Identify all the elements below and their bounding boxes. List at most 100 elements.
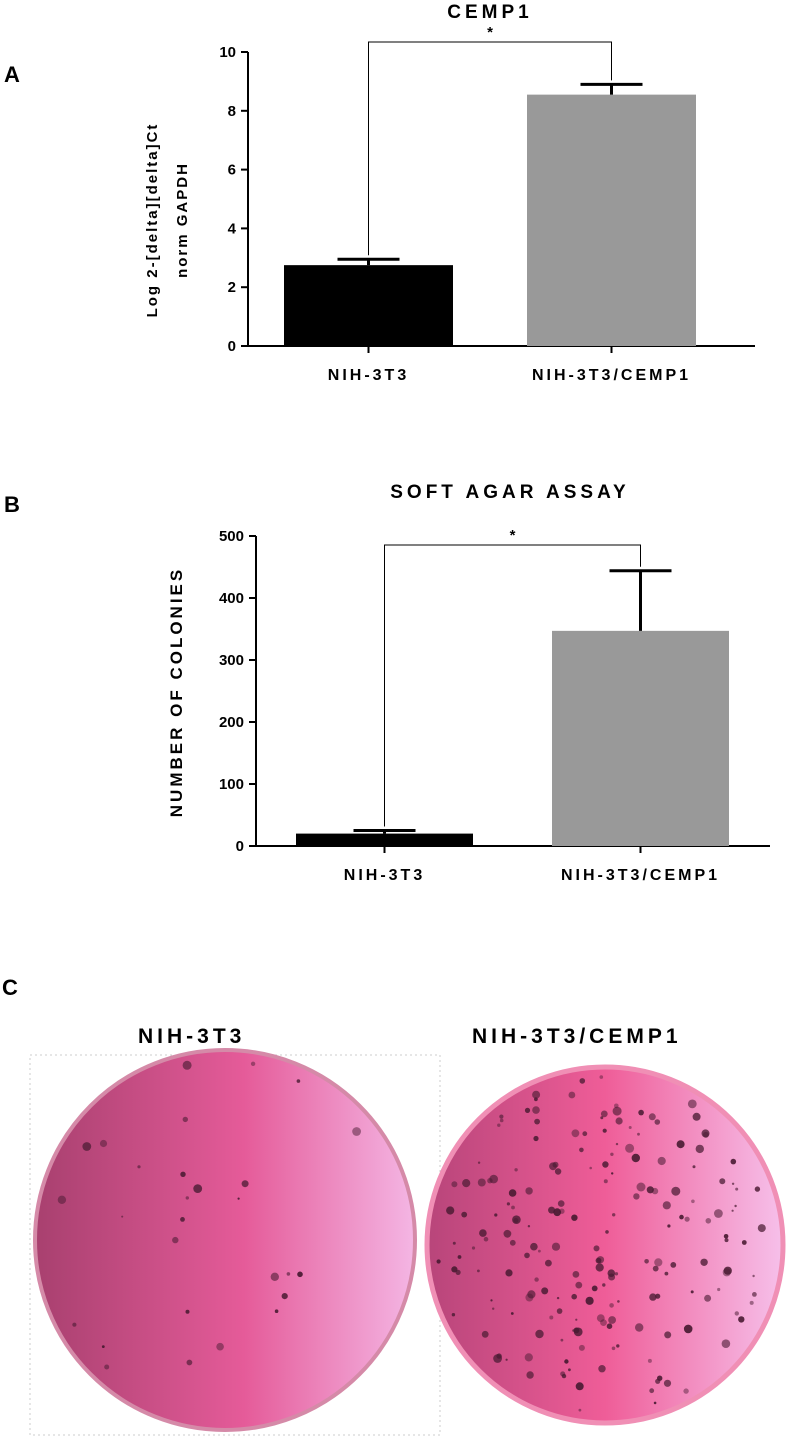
colony [297,1271,303,1278]
left-plate [33,1048,417,1432]
colony [270,1272,279,1281]
colony [571,1293,577,1300]
colony [534,1097,538,1102]
colony [723,1234,729,1239]
colony [527,1225,531,1228]
colony [614,1103,619,1109]
colony [571,1214,578,1221]
colony [237,1197,240,1200]
colony [600,1319,607,1326]
colony [513,1218,519,1223]
colony [534,1118,540,1125]
colony [657,1156,666,1166]
colony [603,1179,608,1184]
right-plate-colonies [436,1075,766,1412]
colony [509,1239,516,1246]
colony [525,1187,533,1195]
colony [655,1378,661,1384]
colony [735,1187,739,1191]
colony [579,1147,584,1153]
colony [625,1143,635,1153]
colony [572,1271,580,1278]
colony [582,1131,588,1137]
colony [137,1165,141,1169]
colony [514,1168,518,1172]
colony [600,1116,604,1120]
colony [497,1123,501,1127]
colony [186,1359,193,1366]
colony [505,1269,513,1277]
chart-b-ytick-label-2: 200 [219,714,244,731]
colony [704,1294,712,1302]
colony [545,1259,552,1267]
colony [556,1296,560,1300]
colony [575,1318,578,1321]
colony [483,1236,489,1242]
colony [573,1327,580,1334]
colony [595,1263,604,1272]
colony [446,1206,455,1215]
chart-b-ylabel: NUMBER OF COLONIES [167,567,186,817]
colony [568,1368,571,1372]
colony [477,1161,481,1164]
colony [754,1186,761,1192]
colony [644,1259,649,1264]
colony [461,1211,468,1218]
colony [524,1107,531,1113]
colony [602,1161,609,1168]
chart-a-bar-0 [284,265,453,346]
colony [525,1293,534,1302]
colony [436,1259,441,1264]
colony [664,1271,669,1276]
colony [557,1200,565,1207]
colony [281,1293,288,1300]
colony [676,1140,685,1149]
colony [182,1116,188,1123]
colony [628,1126,632,1129]
colony [193,1184,203,1193]
colony [738,1316,745,1323]
colony [568,1091,576,1099]
colony [599,1075,604,1079]
colony [608,1273,616,1281]
colony [508,1189,517,1197]
colony [462,1179,471,1188]
colony [610,1152,614,1156]
colony [185,1196,189,1200]
colony [481,1330,489,1338]
chart-a-ytick-label-3: 6 [228,162,236,179]
colony [180,1171,186,1177]
colony [695,1144,704,1154]
colony [631,1153,640,1163]
chart-b-title: SOFT AGAR ASSAY [390,482,629,503]
chart-b-category-label-0: NIH-3T3 [344,867,425,884]
panel-a-letter: A [4,62,20,87]
colony [101,1345,105,1348]
colony [663,1379,672,1387]
colony [553,1208,562,1217]
colony [731,1209,734,1212]
colony [636,1182,646,1192]
colony [535,1329,544,1339]
colony [121,1215,124,1218]
colony [612,1213,616,1217]
colony [734,1204,737,1208]
colony [492,1307,495,1310]
colony [691,1199,695,1204]
colony [600,1110,608,1118]
colony [608,1316,616,1324]
colony [532,1090,541,1099]
colony [452,1241,456,1245]
colony [635,1323,644,1332]
colony [534,1277,539,1282]
colony [494,1213,498,1217]
colony [730,1158,737,1165]
colony [499,1118,504,1123]
chart-a-ylabel-line2: norm GAPDH [174,162,191,278]
chart-b-bar-0 [296,833,473,846]
colony [615,1117,623,1125]
colony [671,1186,681,1196]
colony [561,1373,567,1379]
colony [647,1358,652,1363]
colony [451,1313,456,1317]
